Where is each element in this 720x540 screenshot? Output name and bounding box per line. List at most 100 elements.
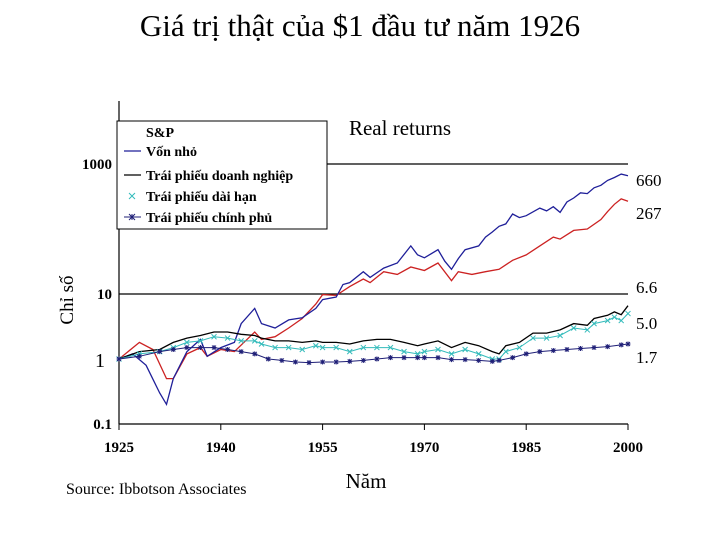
y-tick-label: 1 (95, 350, 105, 372)
x-tick-label: 1940 (206, 440, 236, 456)
legend-box (116, 120, 328, 230)
data-point (320, 359, 326, 365)
data-point (611, 314, 618, 321)
data-point (449, 357, 455, 363)
data-point (584, 327, 591, 333)
data-point (211, 333, 217, 340)
legend-label: Trái phiếu chính phủ (146, 211, 272, 226)
legend-label: Trái phiếu doanh nghiệp (146, 169, 293, 184)
source-note: Source: Ibbotson Associates (66, 481, 247, 498)
data-point (591, 345, 597, 351)
x-tick-label: 1985 (511, 440, 541, 456)
data-point (251, 338, 258, 344)
data-point (387, 355, 393, 361)
data-point (374, 344, 380, 351)
data-point (184, 339, 190, 346)
y-tick-label: 0.1 (93, 417, 112, 433)
end-label: 6.6 (636, 278, 657, 297)
data-point (272, 344, 278, 351)
data-point (225, 347, 231, 353)
chart-title: Real returns (349, 116, 451, 140)
data-point (570, 325, 577, 331)
data-point (224, 335, 231, 341)
data-point (252, 351, 258, 357)
data-point (475, 350, 482, 357)
data-point (387, 344, 394, 351)
data-point (360, 344, 367, 351)
data-point (577, 346, 583, 352)
data-point (462, 357, 468, 363)
legend: S&P Vốn nhỏ Trái phiếu doanh nghiệp Trái ph… (116, 120, 328, 230)
data-point (415, 355, 421, 361)
legend-swatch (128, 213, 136, 221)
data-point (238, 349, 244, 355)
data-point (564, 347, 570, 353)
axes: 1925 1940 1955 1970 1985 2000 0.1 1 10 1000 Chỉ số… (57, 101, 643, 493)
end-label: 660 (636, 171, 662, 190)
data-point (496, 357, 502, 363)
data-point (299, 346, 306, 353)
data-point (618, 342, 624, 348)
data-point (435, 346, 441, 353)
data-point (625, 341, 631, 347)
data-point (197, 345, 203, 351)
end-label: 267 (636, 204, 662, 223)
data-point (625, 310, 631, 317)
series-lines (116, 173, 631, 407)
data-point (170, 347, 176, 353)
y-tick-label: 10 (97, 287, 112, 303)
data-point (346, 348, 353, 355)
data-point (197, 338, 204, 344)
data-point (523, 351, 529, 357)
data-point (292, 359, 298, 365)
data-point (238, 338, 245, 344)
legend-label: Vốn nhỏ (146, 145, 197, 160)
data-point (537, 349, 543, 355)
data-point (591, 320, 597, 327)
series-line (118, 313, 629, 360)
x-tick-label: 2000 (613, 440, 643, 456)
data-point (279, 357, 285, 363)
data-point (157, 349, 163, 355)
data-point (550, 348, 556, 354)
legend-swatch (128, 192, 136, 200)
data-point (319, 344, 326, 351)
legend-label: S&P (146, 126, 174, 141)
data-point (448, 350, 455, 357)
data-point (360, 357, 366, 363)
data-point (347, 358, 353, 364)
data-point (421, 348, 428, 355)
y-axis-title: Chỉ số (57, 275, 78, 325)
data-point (557, 332, 563, 339)
data-point (510, 355, 516, 361)
data-point (502, 348, 509, 355)
data-point (489, 358, 495, 364)
end-label: 5.0 (636, 314, 657, 333)
data-point (530, 335, 536, 341)
data-point (306, 360, 312, 366)
data-point (285, 344, 292, 351)
data-point (312, 342, 319, 349)
data-point (462, 346, 468, 353)
series-line (118, 173, 629, 407)
y-tick-label: 1000 (82, 157, 112, 173)
data-point (333, 344, 340, 351)
data-point (401, 348, 407, 355)
x-tick-label: 1955 (308, 440, 338, 456)
data-point (516, 344, 523, 351)
series-line (118, 343, 629, 364)
end-label: 1.7 (636, 348, 658, 367)
data-point (543, 335, 550, 341)
data-point (605, 344, 611, 350)
x-axis-title: Năm (346, 469, 387, 493)
data-point (476, 357, 482, 363)
data-point (618, 317, 625, 324)
series-line (118, 305, 629, 360)
data-point (116, 356, 122, 362)
data-point (184, 345, 190, 351)
data-point (258, 341, 265, 347)
data-point (265, 356, 271, 362)
data-point (401, 355, 407, 361)
slide-title: Giá trị thật của $1 đầu tư năm 1926 (139, 8, 581, 43)
